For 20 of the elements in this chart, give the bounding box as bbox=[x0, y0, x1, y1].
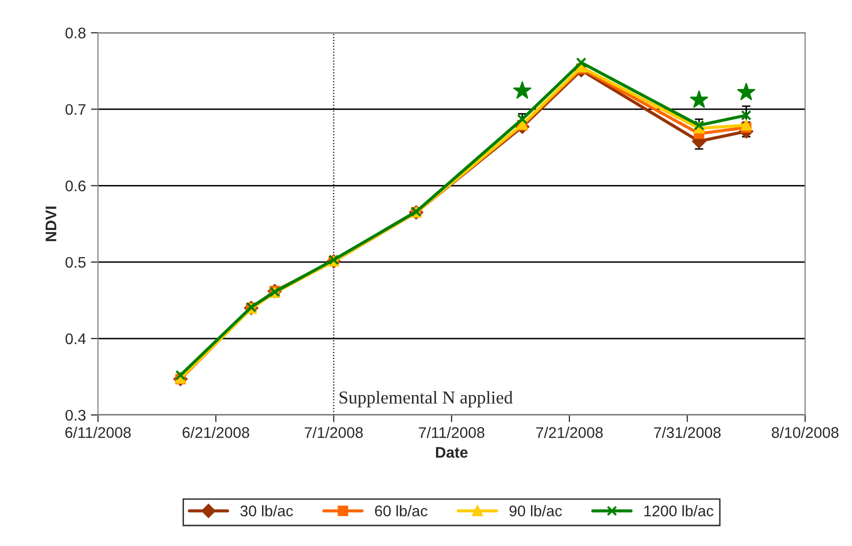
x-tick-label: 6/11/2008 bbox=[65, 426, 131, 438]
y-tick-label: 0.7 bbox=[66, 104, 86, 115]
legend-label: 90 lb/ac bbox=[509, 505, 562, 516]
ref-line-label: Supplemental N applied bbox=[340, 390, 513, 408]
x-tick-label: 7/31/2008 bbox=[654, 426, 721, 438]
legend-label: 30 lb/ac bbox=[240, 505, 293, 516]
y-tick-label: 0.5 bbox=[66, 256, 86, 268]
y-tick-label: 0.6 bbox=[66, 180, 86, 192]
y-axis-title: NDVI bbox=[46, 206, 56, 242]
y-tick-label: 0.3 bbox=[66, 410, 86, 421]
x-tick-label: 7/11/2008 bbox=[418, 426, 484, 438]
legend-label: 60 lb/ac bbox=[375, 505, 428, 516]
x-axis-title: Date bbox=[436, 447, 468, 458]
y-tick-label: 0.8 bbox=[66, 28, 86, 38]
x-tick-label: 7/21/2008 bbox=[536, 426, 603, 438]
x-tick-label: 8/10/2008 bbox=[772, 426, 838, 438]
y-tick-label: 0.4 bbox=[66, 333, 86, 344]
x-tick-label: 7/1/2008 bbox=[304, 426, 363, 438]
x-tick-label: 6/21/2008 bbox=[182, 426, 250, 438]
legend-label: 1200 lb/ac bbox=[644, 505, 714, 516]
